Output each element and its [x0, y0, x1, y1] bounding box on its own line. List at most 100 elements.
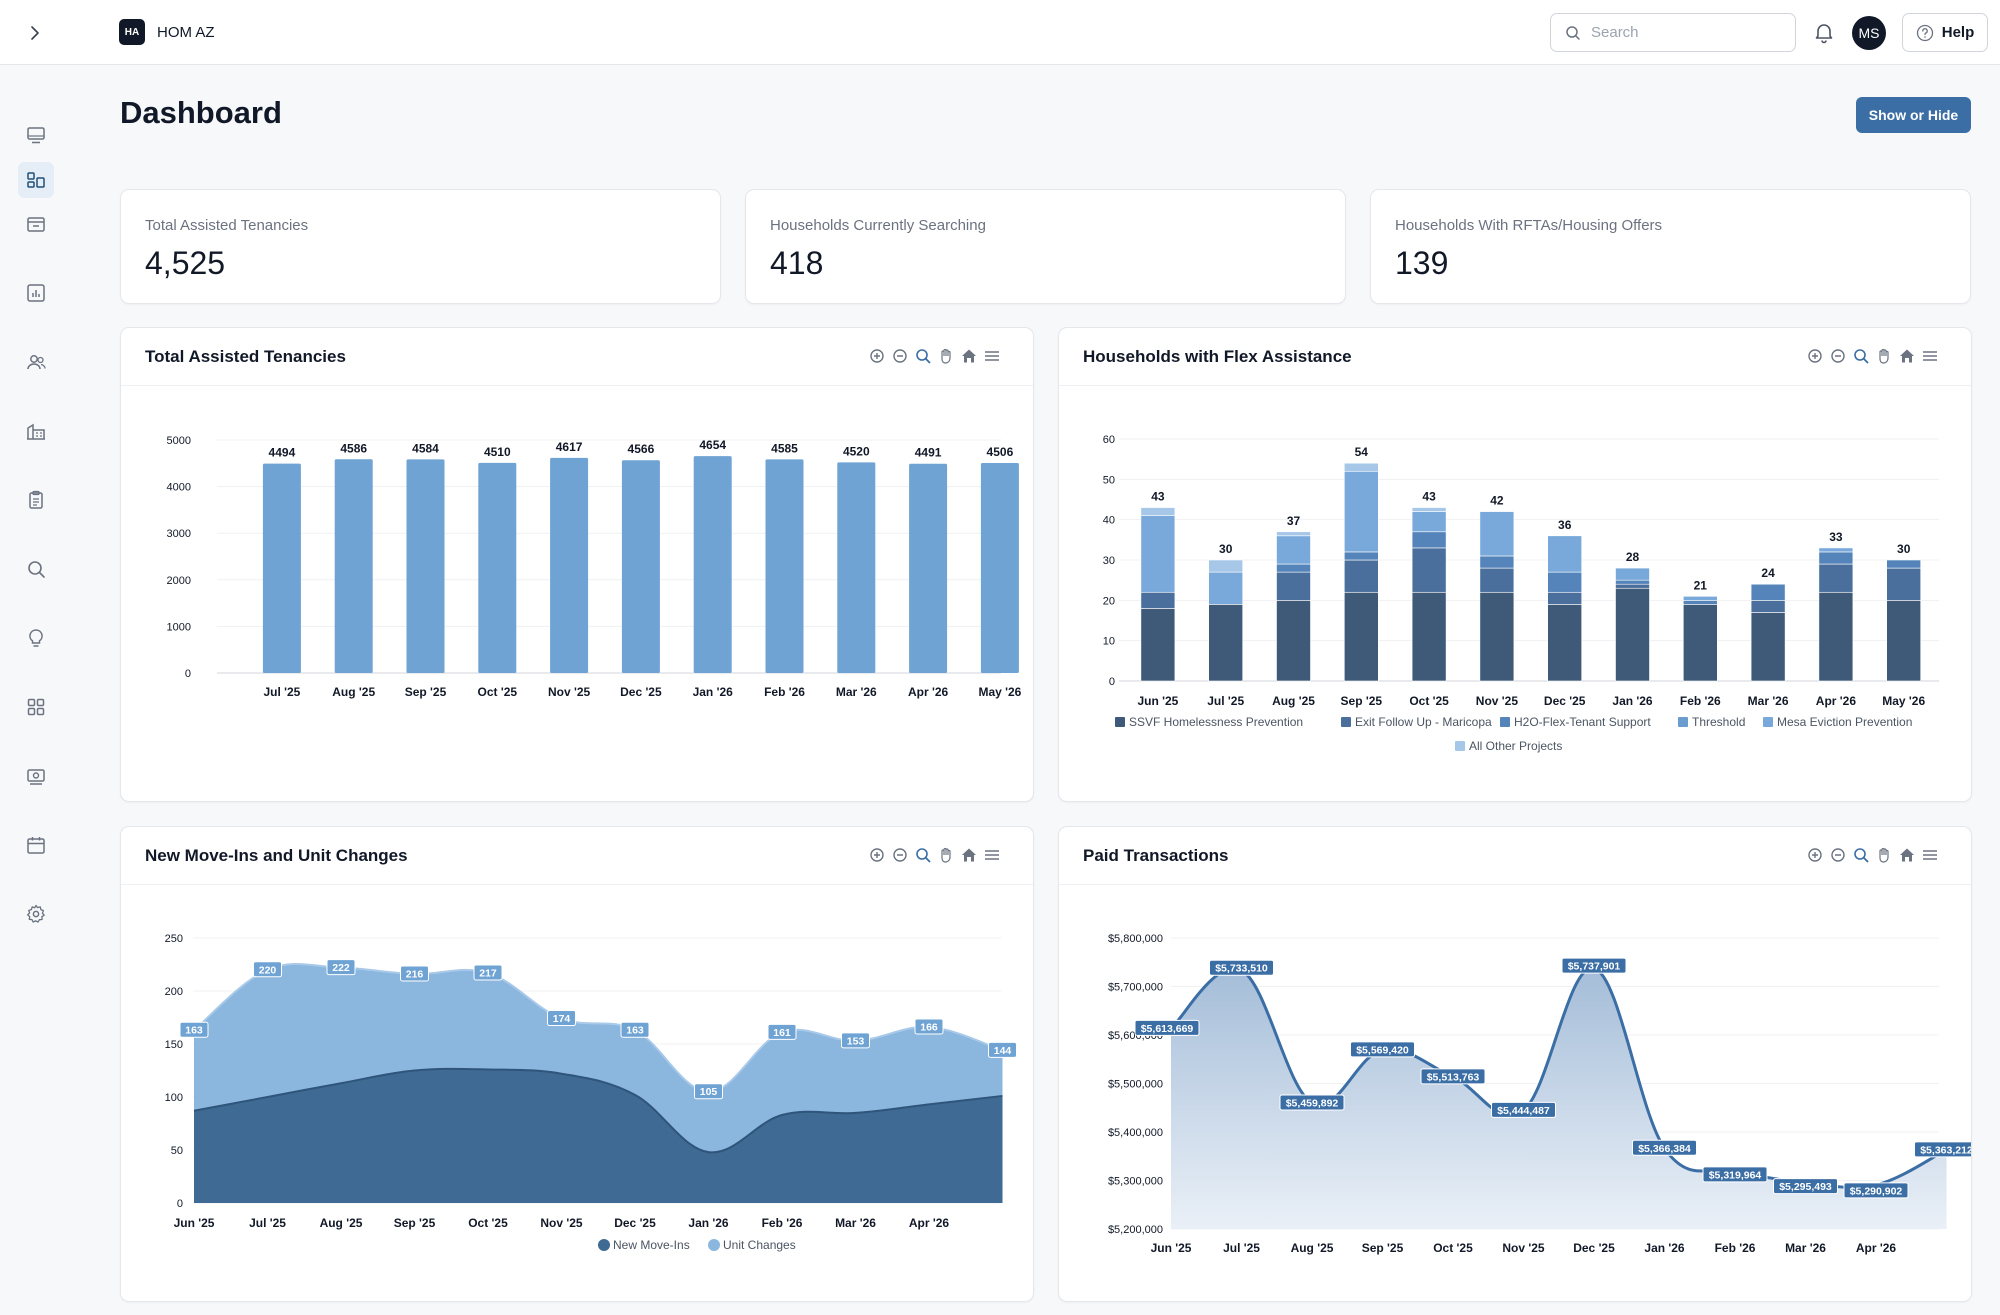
zoom-out-button[interactable]: [1829, 347, 1847, 365]
bar-segment: [1615, 567, 1650, 581]
y-tick-label: $5,800,000: [1108, 933, 1163, 945]
bar-segment: [1547, 571, 1583, 593]
menu-button[interactable]: [983, 846, 1001, 864]
sidebar-item-properties[interactable]: [18, 413, 54, 449]
selection-zoom-button[interactable]: [914, 846, 932, 864]
data-label: $5,363,212: [1920, 1144, 1972, 1156]
chart-title: Paid Transactions: [1083, 845, 1229, 865]
zoom-in-button[interactable]: [868, 846, 886, 864]
pan-hand-button[interactable]: [937, 347, 955, 365]
zoom-out-button[interactable]: [891, 347, 909, 365]
show-or-hide-button[interactable]: Show or Hide: [1856, 97, 1971, 133]
area-new-move-ins: [194, 1068, 1003, 1203]
bar-total-label: 54: [1355, 445, 1369, 459]
x-tick-label: Dec '25: [1544, 694, 1586, 708]
bar-segment: [1276, 531, 1311, 537]
sidebar-item-tasks[interactable]: [18, 482, 54, 518]
sidebar-item-users[interactable]: [18, 344, 54, 380]
bar-segment: [1276, 563, 1311, 573]
top-bar: HA HOM AZ MS Help: [0, 0, 2000, 65]
chart-toolbar: [868, 846, 1001, 864]
data-label: 161: [773, 1027, 791, 1039]
help-icon: [1916, 24, 1933, 41]
help-button[interactable]: Help: [1902, 13, 1988, 52]
sidebar-item-inbox[interactable]: [18, 206, 54, 242]
sidebar-item-reports[interactable]: [18, 275, 54, 311]
x-tick-label: Jul '25: [1207, 694, 1244, 708]
search-box[interactable]: [1550, 13, 1796, 52]
menu-button[interactable]: [1921, 347, 1939, 365]
bell-icon: [1815, 24, 1833, 44]
x-tick-label: Aug '25: [320, 1216, 363, 1230]
bar-segment: [1208, 559, 1243, 573]
reset-home-button[interactable]: [960, 846, 978, 864]
bar-segment: [1818, 563, 1854, 593]
pan-hand-button[interactable]: [1875, 347, 1893, 365]
x-tick-label: Oct '25: [478, 685, 518, 699]
tenancies-bar-chart: 0 1000 2000 3000 4000 5000 4494 Jul '25 4586 Aug …: [167, 435, 1022, 699]
sidebar-item-insights[interactable]: [18, 620, 54, 656]
x-tick-label: Mar '26: [835, 1216, 876, 1230]
sidebar-item-dashboard[interactable]: [18, 162, 54, 198]
legend-swatch: [1455, 741, 1465, 751]
sidebar-item-search[interactable]: [18, 551, 54, 587]
avatar[interactable]: MS: [1852, 16, 1886, 50]
reset-home-button[interactable]: [960, 347, 978, 365]
bar-total-label: 43: [1151, 490, 1165, 504]
notifications-button[interactable]: [1812, 20, 1838, 46]
x-tick-label: Dec '25: [620, 685, 662, 699]
brand[interactable]: HA HOM AZ: [119, 19, 215, 45]
bar-total-label: 36: [1558, 518, 1572, 532]
bar: [837, 462, 876, 673]
expand-sidebar-button[interactable]: [20, 18, 50, 48]
data-label: 222: [332, 962, 350, 974]
bar-segment: [1411, 531, 1447, 549]
reset-home-button[interactable]: [1898, 846, 1916, 864]
chart-card-paid-transactions: Paid Transactions $5,200,000 $5,300,000 $5…: [1058, 826, 1972, 1302]
zoom-in-button[interactable]: [1806, 846, 1824, 864]
selection-zoom-button[interactable]: [1852, 846, 1870, 864]
bar-segment: [1886, 600, 1922, 682]
kpi-card-total-assisted-tenancies: Total Assisted Tenancies 4,525: [120, 189, 721, 304]
sidebar-item-payments[interactable]: [18, 758, 54, 794]
data-label-bg: [253, 961, 282, 978]
data-label-bg: [1632, 1139, 1697, 1156]
chart-title: New Move-Ins and Unit Changes: [145, 845, 408, 865]
grid-icon: [27, 698, 45, 716]
selection-zoom-button[interactable]: [914, 347, 932, 365]
y-tick-label: 50: [171, 1145, 183, 1157]
zoom-out-button[interactable]: [891, 846, 909, 864]
reset-home-button[interactable]: [1898, 347, 1916, 365]
bar: [478, 462, 517, 673]
sidebar-item-apps[interactable]: [18, 689, 54, 725]
pan-hand-button[interactable]: [937, 846, 955, 864]
menu-button[interactable]: [983, 347, 1001, 365]
sidebar-item-monitor[interactable]: [18, 117, 54, 153]
kpi-card-households-currently-searching: Households Currently Searching 418: [745, 189, 1346, 304]
data-label: $5,319,964: [1709, 1169, 1762, 1181]
bar-value-label: 4617: [556, 440, 583, 454]
zoom-out-icon: [893, 848, 907, 862]
zoom-in-button[interactable]: [1806, 347, 1824, 365]
reset-home-icon: [962, 848, 976, 862]
menu-button[interactable]: [1921, 846, 1939, 864]
search-input[interactable]: [1591, 24, 1781, 41]
zoom-in-button[interactable]: [868, 347, 886, 365]
pan-hand-button[interactable]: [1875, 846, 1893, 864]
y-tick-label: 40: [1103, 515, 1115, 527]
x-tick-label: Feb '26: [1680, 694, 1721, 708]
selection-zoom-button[interactable]: [1852, 347, 1870, 365]
bar-segment: [1750, 583, 1786, 601]
reset-home-icon: [1900, 349, 1914, 363]
bar: [980, 463, 1019, 673]
zoom-out-button[interactable]: [1829, 846, 1847, 864]
data-label-bg: [988, 1041, 1017, 1058]
sidebar-item-settings[interactable]: [18, 896, 54, 932]
data-label-bg: [1491, 1101, 1556, 1118]
zoom-out-icon: [1831, 349, 1845, 363]
data-label-bg: [694, 1083, 723, 1100]
x-tick-label: Nov '25: [540, 1216, 583, 1230]
sidebar-item-calendar[interactable]: [18, 827, 54, 863]
zoom-in-icon: [1808, 349, 1822, 363]
building-icon: [27, 423, 45, 440]
